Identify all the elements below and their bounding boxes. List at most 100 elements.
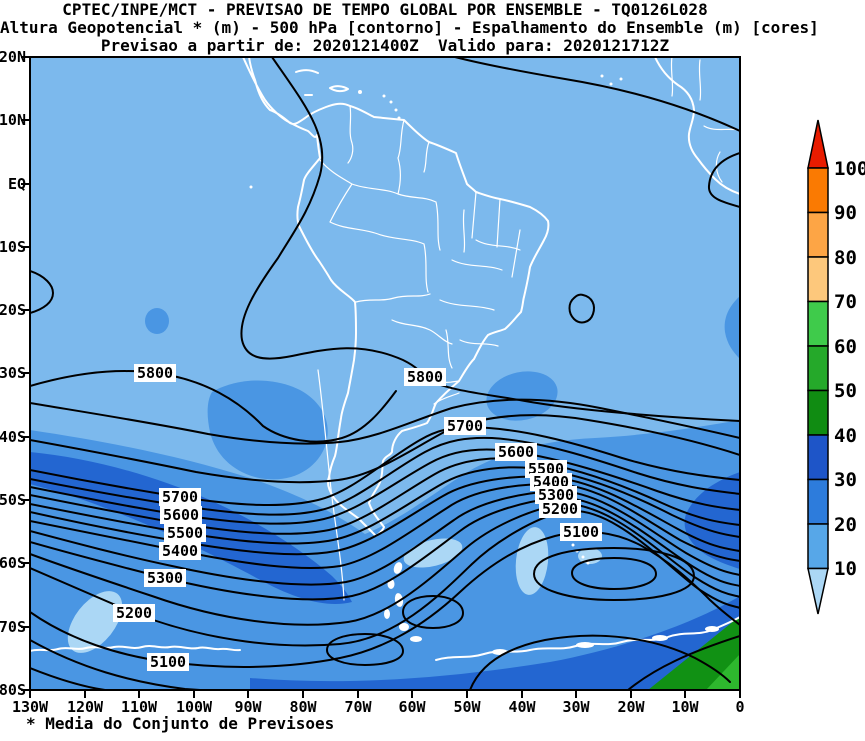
svg-text:5600: 5600 — [498, 443, 534, 461]
svg-text:5800: 5800 — [137, 364, 173, 382]
x-tick-label: 120W — [67, 698, 104, 716]
y-tick-label: 30S — [0, 364, 26, 382]
colorbar-seg-20-30 — [807, 478, 829, 525]
peninsula-fragment — [399, 623, 409, 631]
colorbar-seg-50-60 — [807, 345, 829, 392]
x-tick-label: 0 — [735, 698, 744, 716]
island-dot — [394, 108, 398, 112]
colorbar-seg-10-20 — [807, 523, 829, 570]
shade-20-30-patch — [145, 308, 169, 334]
svg-text:5100: 5100 — [150, 653, 186, 671]
x-tick-label: 110W — [121, 698, 158, 716]
colorbar-seg-80-90 — [807, 211, 829, 258]
contour-label: 5800 — [404, 368, 446, 386]
contour-label: 5500 — [164, 524, 206, 542]
ensemble-mean-note: * Media do Conjunto de Previsoes — [26, 714, 335, 733]
contour-5800-west — [30, 370, 397, 443]
colorbar-seg-70-80 — [807, 256, 829, 303]
colorbar-tick-label: 80 — [834, 247, 857, 269]
contour-label: 5700 — [159, 488, 201, 506]
colorbar-tick-label: 20 — [834, 514, 857, 536]
contour-value-labels: 5800 5700 5600 5500 5400 5300 5200 5100 … — [113, 364, 602, 671]
y-tick-label: EQ — [8, 175, 26, 193]
peninsula-fragment — [410, 636, 422, 642]
shade-under-10-patch — [515, 527, 549, 595]
y-tick-label: 50S — [0, 491, 26, 509]
country-borders — [319, 105, 521, 405]
colorbar-seg-40-50 — [807, 389, 829, 436]
y-axis-labels: 20N 10N EQ 10S 20S 30S 40S 50S 60S 70S 8… — [0, 48, 26, 699]
south-america-coastline — [242, 57, 550, 537]
peninsula-fragment — [384, 609, 390, 619]
contour-label: 5100 — [560, 523, 602, 541]
x-tick-label: 40W — [508, 698, 536, 716]
svg-text:5300: 5300 — [538, 486, 574, 504]
x-tick-label: 50W — [453, 698, 481, 716]
y-tick-label: 10N — [0, 111, 26, 129]
x-tick-label: 90W — [234, 698, 262, 716]
y-tick-label: 20S — [0, 301, 26, 319]
axis-ticks — [21, 56, 741, 698]
shade-under-10-patch — [67, 591, 123, 653]
svg-text:5700: 5700 — [162, 488, 198, 506]
contour-label: 5300 — [535, 486, 577, 504]
contour-line — [30, 489, 740, 586]
svg-text:5800: 5800 — [407, 368, 443, 386]
x-tick-label: 30W — [562, 698, 590, 716]
caribbean-islands — [295, 69, 349, 96]
island-dot — [382, 94, 386, 98]
island-dot — [619, 77, 623, 81]
x-tick-label: 80W — [289, 698, 317, 716]
island-dot — [571, 543, 575, 547]
island-dot — [576, 642, 594, 648]
africa-borders — [670, 57, 740, 183]
shade-20-30-patch — [724, 296, 740, 359]
y-tick-label: 80S — [0, 681, 26, 699]
colorbar-tick-label: 100 — [834, 158, 865, 180]
contour-label: 5400 — [159, 542, 201, 560]
island-dot — [705, 626, 719, 632]
chart-subtitle: Altura Geopotencial * (m) - 500 hPa [con… — [0, 18, 819, 37]
contour-line — [469, 634, 731, 690]
shade-20-30-patch — [486, 371, 558, 421]
x-tick-label: 10W — [671, 698, 699, 716]
colorbar-tick-label: 60 — [834, 336, 857, 358]
colorbar-tick-label: 30 — [834, 469, 857, 491]
svg-text:5200: 5200 — [116, 604, 152, 622]
y-tick-label: 70S — [0, 618, 26, 636]
colorbar-arrow-top — [807, 119, 829, 169]
colorbar-seg-60-70 — [807, 300, 829, 347]
peninsula-fragment — [393, 562, 403, 574]
colorbar-tick-label: 10 — [834, 558, 857, 580]
x-tick-label: 20W — [617, 698, 645, 716]
contour-label: 5100 — [147, 653, 189, 671]
island-dot — [609, 82, 613, 86]
africa-coastline — [654, 57, 740, 195]
island-dot — [389, 100, 393, 104]
y-tick-label: 60S — [0, 554, 26, 572]
antarctic-coastline — [30, 645, 241, 652]
contour-line — [30, 503, 740, 626]
svg-text:5700: 5700 — [447, 417, 483, 435]
colorbar-seg-30-40 — [807, 434, 829, 481]
svg-text:5200: 5200 — [542, 500, 578, 518]
island-dot — [249, 185, 253, 189]
contour-closed-low — [326, 633, 404, 666]
contour-line — [454, 57, 740, 208]
colorbar-seg-90-100 — [807, 167, 829, 214]
colorbar-tick-label: 90 — [834, 202, 857, 224]
coastlines — [30, 57, 740, 661]
contour-label: 5300 — [144, 569, 186, 587]
svg-text:5500: 5500 — [167, 524, 203, 542]
y-tick-label: 20N — [0, 48, 26, 66]
contour-label: 5600 — [495, 443, 537, 461]
x-tick-label: 60W — [398, 698, 426, 716]
contour-label: 5800 — [134, 364, 176, 382]
island-dot — [358, 90, 362, 94]
island-dot — [600, 74, 604, 78]
x-tick-label: 100W — [176, 698, 213, 716]
contour-label: 5200 — [113, 604, 155, 622]
contour-line — [30, 639, 201, 690]
contour-line — [30, 414, 740, 484]
